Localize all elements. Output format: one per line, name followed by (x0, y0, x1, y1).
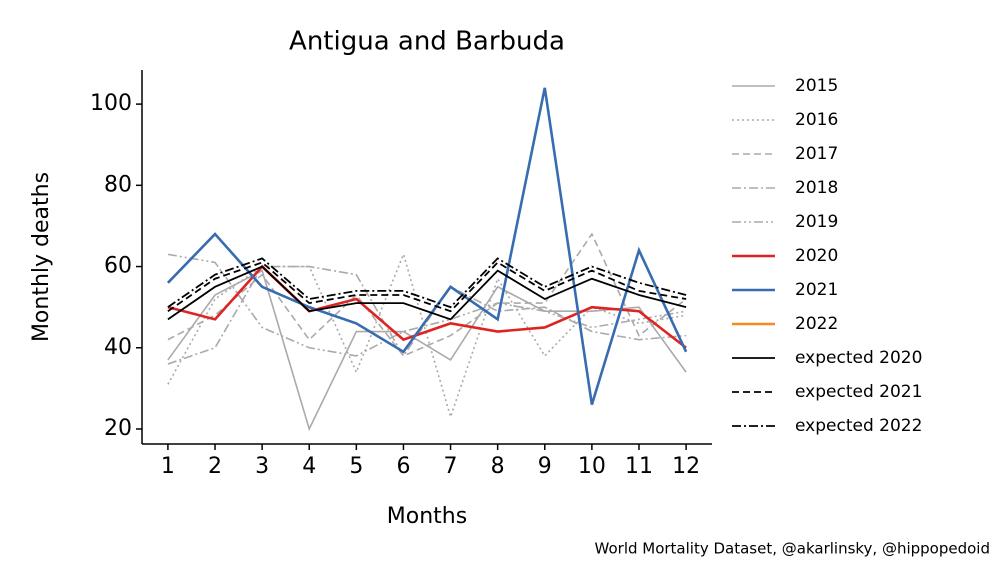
y-axis-label: Monthly deaths (29, 172, 54, 342)
series-line (167, 251, 687, 420)
y-tick-label: 20 (104, 416, 132, 441)
legend-label: 2016 (795, 110, 838, 130)
legend-label: 2019 (795, 212, 838, 232)
series-line (167, 257, 687, 309)
source-note: World Mortality Dataset, @akarlinsky, @h… (595, 540, 990, 558)
legend-label: expected 2021 (795, 382, 922, 402)
legend-label: 2020 (795, 246, 838, 266)
x-tick-label: 9 (538, 454, 552, 479)
x-tick-label: 7 (444, 454, 458, 479)
y-tick-label: 40 (104, 335, 132, 360)
y-tick-label: 100 (90, 91, 132, 116)
x-tick-label: 3 (255, 454, 269, 479)
x-tick-label: 5 (349, 454, 363, 479)
x-tick-label: 6 (396, 454, 410, 479)
x-tick-label: 4 (302, 454, 316, 479)
legend-label: 2017 (795, 144, 838, 164)
series-line (166, 87, 688, 405)
chart-title: Antigua and Barbuda (289, 27, 565, 57)
y-tick-label: 60 (104, 254, 132, 279)
series-line (167, 261, 687, 313)
x-tick-label: 10 (578, 454, 606, 479)
x-tick-label: 8 (491, 454, 505, 479)
legend-label: expected 2020 (795, 348, 922, 368)
legend-label: 2021 (795, 280, 838, 300)
series-line (167, 253, 687, 357)
x-axis-label: Months (387, 504, 467, 529)
legend-label: 2015 (795, 76, 838, 96)
legend-label: 2022 (795, 314, 838, 334)
series-line (167, 264, 687, 349)
legend-label: 2018 (795, 178, 838, 198)
x-tick-label: 1 (161, 454, 175, 479)
x-tick-label: 12 (672, 454, 700, 479)
x-tick-label: 11 (625, 454, 653, 479)
legend-label: expected 2022 (795, 416, 922, 436)
y-tick-label: 80 (104, 172, 132, 197)
series-line (167, 265, 687, 321)
x-tick-label: 2 (208, 454, 222, 479)
